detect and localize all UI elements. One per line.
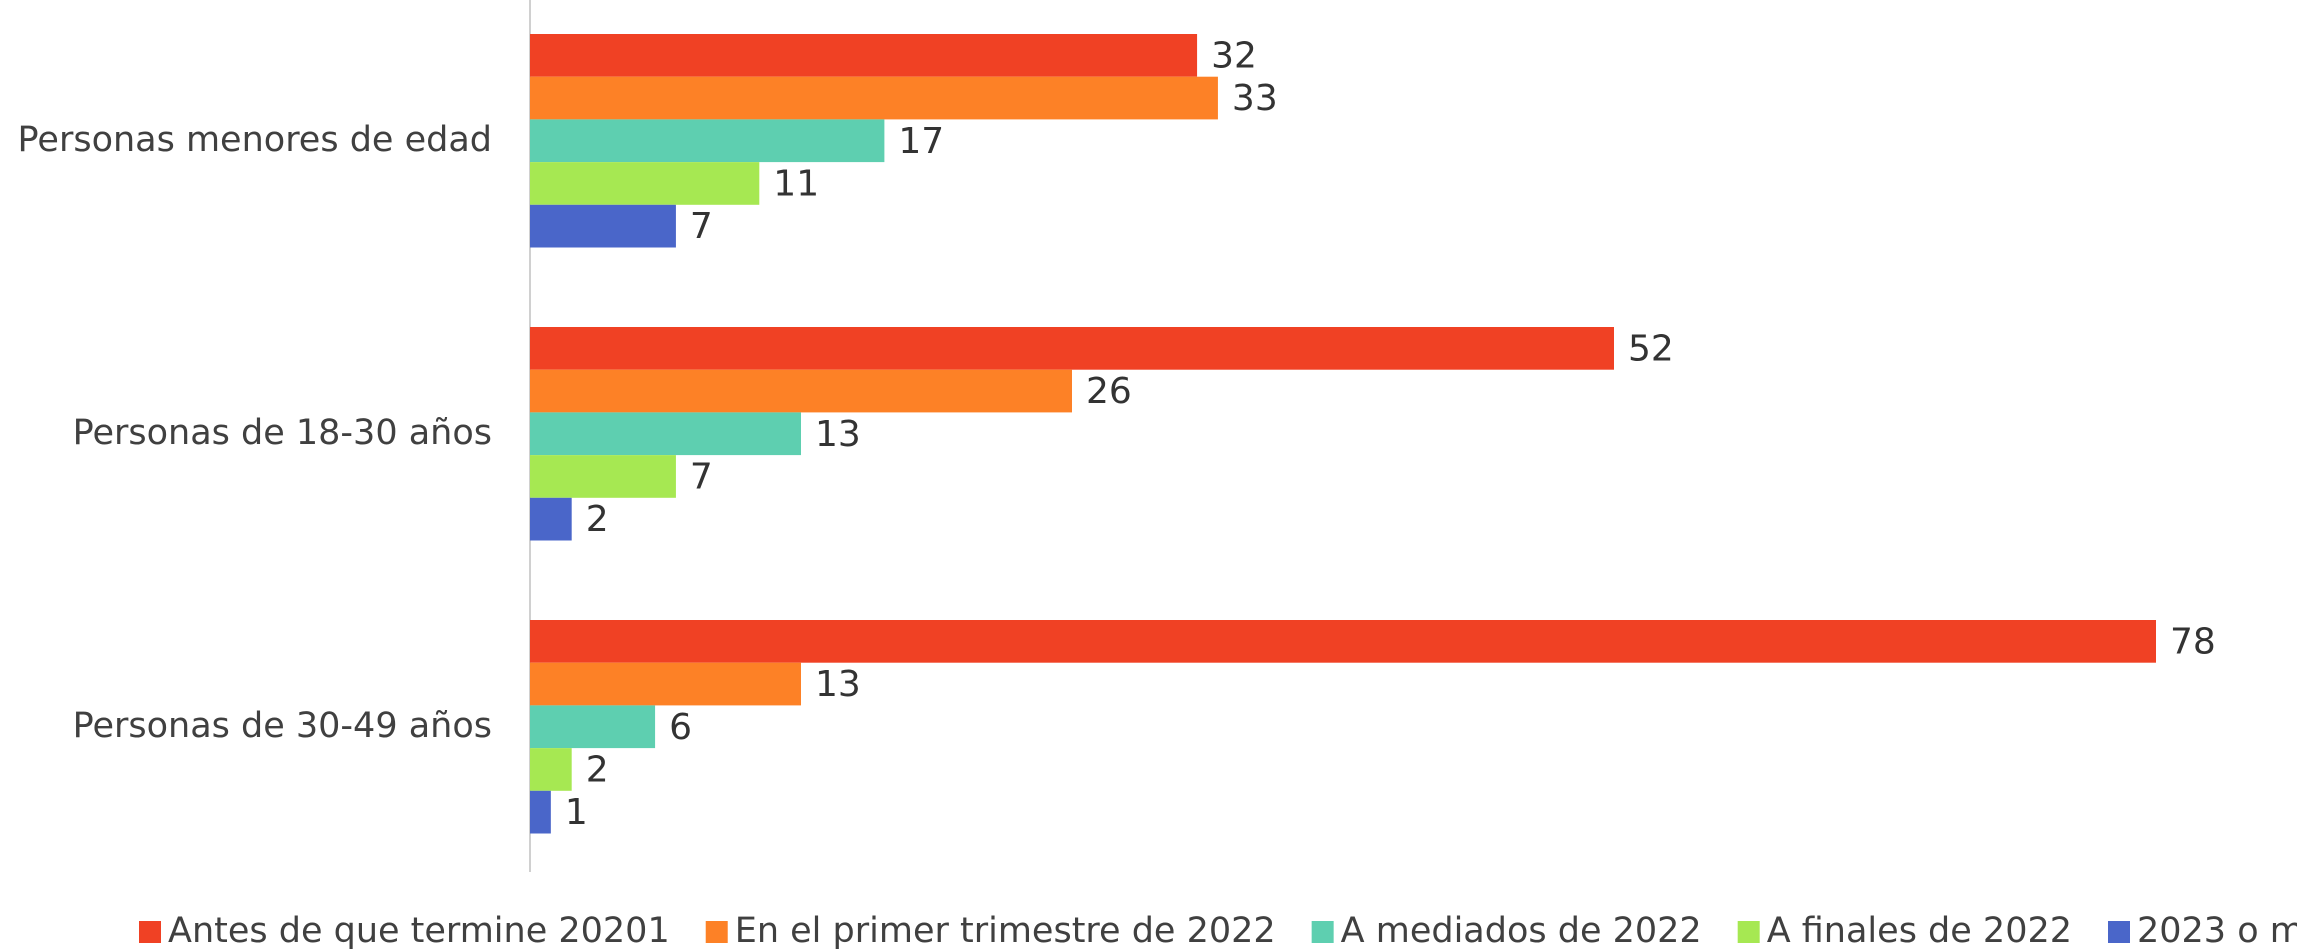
legend-label: Antes de que termine 20201	[168, 911, 670, 951]
bar	[530, 497, 572, 541]
bar	[530, 705, 656, 749]
bar	[530, 748, 572, 791]
data-label: 32	[1211, 35, 1257, 76]
bar	[530, 620, 2156, 663]
data-label: 13	[815, 664, 861, 705]
data-label: 7	[690, 206, 713, 247]
data-label: 33	[1232, 78, 1278, 119]
legend-label: 2023 o más	[2137, 911, 2297, 951]
category-label: Personas de 18-30 años	[73, 413, 492, 453]
category-label: Personas de 30-49 años	[73, 706, 492, 746]
bar	[530, 204, 676, 248]
bar	[530, 662, 801, 706]
bar	[530, 455, 676, 498]
data-label: 1	[565, 792, 588, 833]
data-label: 7	[690, 456, 713, 497]
legend-label: En el primer trimestre de 2022	[735, 911, 1276, 951]
bar	[530, 119, 885, 163]
bar	[530, 34, 1198, 77]
bar	[530, 162, 760, 205]
data-label: 2	[586, 749, 609, 790]
bar	[530, 412, 801, 456]
category-label: Personas menores de edad	[18, 120, 492, 160]
data-label: 2	[586, 499, 609, 540]
data-label: 52	[1628, 328, 1674, 369]
legend-swatch	[2108, 921, 2130, 943]
data-label: 17	[898, 121, 944, 162]
legend-label: A finales de 2022	[1767, 911, 2072, 951]
data-label: 13	[815, 414, 861, 455]
bar	[530, 327, 1614, 370]
bar	[530, 369, 1072, 413]
data-label: 78	[2170, 621, 2216, 662]
legend-swatch	[139, 921, 161, 943]
legend-label: A mediados de 2022	[1341, 911, 1702, 951]
data-label: 26	[1086, 371, 1132, 412]
data-label: 6	[669, 707, 692, 748]
legend-swatch	[1311, 921, 1334, 943]
data-label: 11	[773, 163, 819, 204]
legend-swatch	[705, 921, 728, 943]
bar	[530, 790, 551, 834]
legend-swatch	[1737, 921, 1760, 943]
bar	[530, 76, 1218, 120]
